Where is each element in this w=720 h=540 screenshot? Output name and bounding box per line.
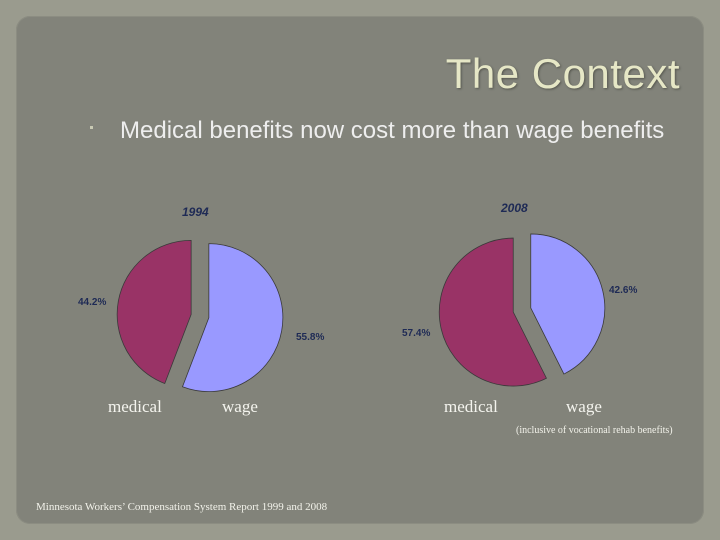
chart-title-1994: 1994 xyxy=(182,205,209,219)
value-label-medical-2008: 57.4% xyxy=(402,328,430,339)
source-citation: Minnesota Workers’ Compensation System R… xyxy=(36,501,328,513)
value-label-medical-1994: 44.2% xyxy=(78,297,106,308)
pie-chart-1994: 1994 44.2% 55.8% xyxy=(78,205,324,393)
category-label-medical-1994: medical xyxy=(108,397,162,416)
pie-slice-medical-2008 xyxy=(438,237,547,387)
footnote: (inclusive of vocational rehab benefits) xyxy=(516,425,673,436)
category-label-wage-1994: wage xyxy=(222,397,258,416)
category-label-wage-2008: wage xyxy=(566,397,602,416)
category-label-medical-2008: medical xyxy=(444,397,498,416)
bullet-marker xyxy=(90,126,93,129)
pie-chart-2008: 2008 57.4% 42.6% xyxy=(402,201,637,387)
pie-slice-wage-2008 xyxy=(530,233,606,375)
value-label-wage-2008: 42.6% xyxy=(609,285,637,296)
pie-slice-wage-1994 xyxy=(181,243,284,393)
pie-slice-medical-1994 xyxy=(116,239,192,385)
chart-title-2008: 2008 xyxy=(500,201,528,215)
bullet-text: Medical benefits now cost more than wage… xyxy=(120,117,665,144)
value-label-wage-1994: 55.8% xyxy=(296,332,324,343)
slide-title: The Context xyxy=(445,50,680,97)
